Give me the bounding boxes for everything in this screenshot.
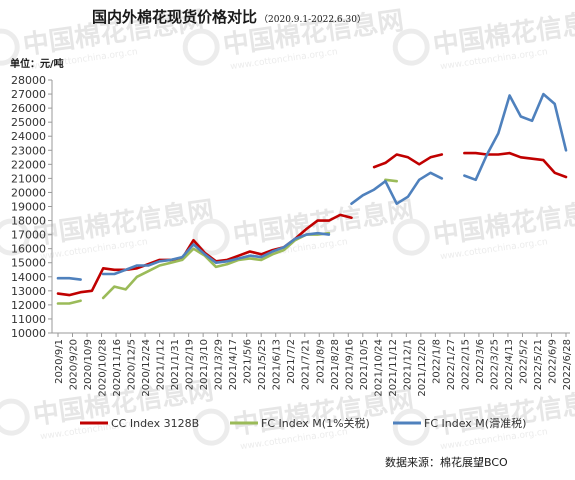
series-line bbox=[56, 276, 82, 281]
y-tick-label: 13000 bbox=[11, 285, 46, 298]
x-tick-label: 2021/3/10 bbox=[199, 339, 210, 390]
x-tick-label: 2021/8/9 bbox=[315, 339, 326, 384]
x-tick-label: 2022/3/6 bbox=[475, 339, 486, 384]
x-tick-label: 2021/12/20 bbox=[417, 339, 428, 397]
y-tick-label: 22000 bbox=[11, 158, 46, 171]
x-tick-label: 2022/6/9 bbox=[547, 339, 558, 384]
legend-label: FC Index M(滑准税) bbox=[424, 416, 526, 430]
y-tick-label: 26000 bbox=[11, 102, 46, 115]
series-line bbox=[56, 299, 82, 305]
legend-item: FC Index M(1%关税) bbox=[230, 416, 370, 430]
y-tick-label: 16000 bbox=[11, 243, 46, 256]
watermark-logo-icon bbox=[0, 398, 30, 436]
x-tick-label: 2021/2/19 bbox=[185, 339, 196, 390]
legend-label: FC Index M(1%关税) bbox=[261, 416, 370, 430]
legend-item: FC Index M(滑准税) bbox=[393, 416, 526, 430]
y-tick-label: 12000 bbox=[11, 299, 46, 312]
x-tick-label: 2021/5/6 bbox=[243, 339, 254, 384]
watermark-logo-icon bbox=[0, 28, 20, 66]
series-line bbox=[101, 231, 331, 276]
x-tick-label: 2020/9/20 bbox=[69, 339, 80, 390]
y-tick-label: 17000 bbox=[11, 229, 46, 242]
x-tick-label: 2022/2/15 bbox=[460, 339, 471, 390]
x-tick-label: 2020/10/9 bbox=[83, 339, 94, 390]
y-tick-label: 20000 bbox=[11, 186, 46, 199]
x-tick-label: 2021/9/16 bbox=[344, 339, 355, 390]
y-tick-label: 14000 bbox=[11, 271, 46, 284]
x-tick-label: 2021/11/12 bbox=[388, 339, 399, 397]
x-tick-label: 2020/12/5 bbox=[127, 339, 138, 390]
x-axis: 2020/9/1 2020/9/20 2020/10/9 2020/10/28 2020… bbox=[52, 332, 573, 397]
x-tick-label: 2021/10/5 bbox=[359, 339, 370, 390]
x-tick-label: 2022/3/25 bbox=[489, 339, 500, 390]
x-tick-label: 2021/12/1 bbox=[402, 339, 413, 390]
chart-subtitle: （2020.9.1-2022.6.30） bbox=[259, 14, 366, 25]
series-line bbox=[101, 231, 331, 300]
watermark-logo-icon bbox=[192, 218, 230, 256]
series-line bbox=[372, 153, 444, 169]
x-tick-label: 2021/1/12 bbox=[156, 339, 167, 390]
x-tick-label: 2021/6/13 bbox=[272, 339, 283, 390]
x-tick-label: 2020/12/24 bbox=[141, 339, 152, 397]
watermark-logo-icon bbox=[392, 28, 430, 66]
x-tick-label: 2021/4/17 bbox=[228, 339, 239, 390]
x-tick-label: 2022/5/21 bbox=[533, 339, 544, 390]
source-note: 数据来源：棉花展望BCO bbox=[385, 455, 508, 469]
series-1 bbox=[56, 178, 399, 305]
x-tick-label: 2022/5/2 bbox=[518, 339, 529, 384]
x-tick-label: 2021/10/24 bbox=[373, 339, 384, 397]
legend-item: CC Index 3128B bbox=[80, 417, 199, 430]
x-tick-label: 2022/1/8 bbox=[431, 339, 442, 384]
y-tick-label: 27000 bbox=[11, 88, 46, 101]
watermark-logo-icon bbox=[392, 218, 430, 256]
watermark-logo-icon bbox=[182, 28, 220, 66]
chart-title: 国内外棉花现货价格对比 bbox=[92, 8, 257, 26]
y-tick-label: 28000 bbox=[11, 74, 46, 87]
x-tick-label: 2021/8/28 bbox=[330, 339, 341, 390]
x-tick-label: 2021/7/21 bbox=[301, 339, 312, 390]
y-tick-label: 23000 bbox=[11, 144, 46, 157]
x-tick-label: 2020/10/28 bbox=[98, 339, 109, 397]
series-line bbox=[463, 151, 568, 179]
series-line bbox=[463, 92, 568, 182]
y-axis: 1000011000120001300014000150001600017000… bbox=[11, 74, 53, 340]
y-tick-label: 25000 bbox=[11, 116, 46, 129]
x-tick-label: 2022/6/28 bbox=[562, 339, 573, 390]
y-tick-label: 19000 bbox=[11, 201, 46, 214]
x-tick-label: 2021/5/25 bbox=[257, 339, 268, 390]
y-tick-label: 11000 bbox=[11, 313, 46, 326]
series-line bbox=[350, 171, 444, 205]
x-tick-label: 2022/4/13 bbox=[504, 339, 515, 390]
watermark-logo-icon bbox=[392, 408, 430, 446]
x-tick-label: 2021/3/29 bbox=[214, 339, 225, 390]
series-2 bbox=[56, 92, 568, 281]
series-layer bbox=[56, 92, 568, 305]
watermark-logo-icon bbox=[0, 218, 30, 256]
y-tick-label: 18000 bbox=[11, 215, 46, 228]
legend-label: CC Index 3128B bbox=[111, 417, 199, 430]
x-tick-label: 2020/9/1 bbox=[54, 339, 65, 384]
x-tick-label: 2021/7/2 bbox=[286, 339, 297, 384]
y-tick-label: 10000 bbox=[11, 327, 46, 340]
series-line bbox=[384, 178, 399, 183]
unit-label: 单位：元/吨 bbox=[10, 57, 64, 70]
x-tick-label: 2022/1/27 bbox=[446, 339, 457, 390]
y-tick-label: 24000 bbox=[11, 130, 46, 143]
y-tick-label: 21000 bbox=[11, 172, 46, 185]
x-tick-label: 2021/1/31 bbox=[170, 339, 181, 390]
legend: CC Index 3128B FC Index M(1%关税) FC Index M… bbox=[80, 416, 526, 430]
x-tick-label: 2020/11/16 bbox=[112, 339, 123, 397]
watermark-logo-icon bbox=[192, 408, 230, 446]
y-tick-label: 15000 bbox=[11, 257, 46, 270]
